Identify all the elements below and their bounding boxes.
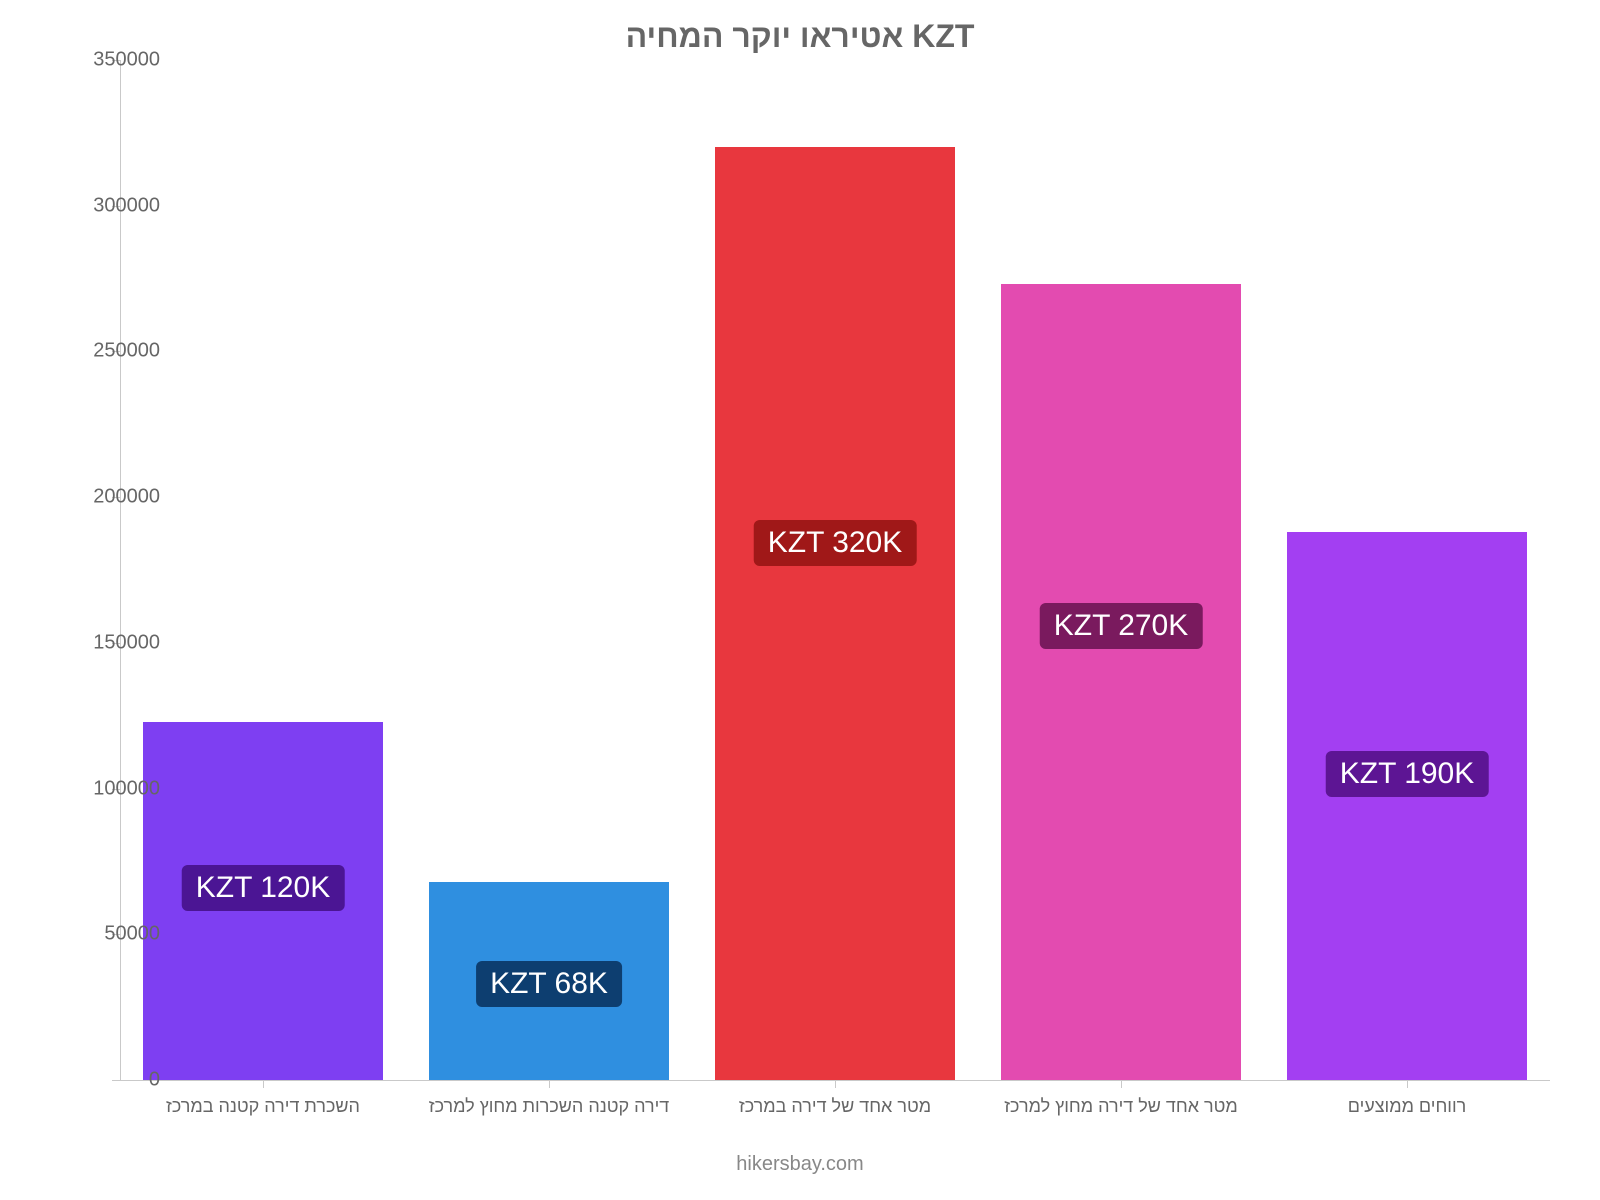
value-badge: KZT 68K: [476, 961, 622, 1007]
x-tick-label: מטר אחד של דירה מחוץ למרכז: [985, 1096, 1257, 1117]
y-tick-label: 200000: [60, 486, 160, 509]
y-tick-label: 300000: [60, 194, 160, 217]
y-tick-label: 50000: [60, 923, 160, 946]
y-tick-label: 0: [60, 1069, 160, 1092]
x-tick-label: רווחים ממוצעים: [1271, 1096, 1543, 1117]
x-tick: [835, 1080, 836, 1088]
value-badge: KZT 270K: [1040, 603, 1203, 649]
cost-of-living-bar-chart: אטיראו יוקר המחיה KZT KZT 120Kהשכרת דירה…: [0, 0, 1600, 1200]
value-badge: KZT 120K: [182, 865, 345, 911]
x-tick-label: השכרת דירה קטנה במרכז: [127, 1096, 399, 1117]
x-tick-label: דירה קטנה השכרות מחוץ למרכז: [413, 1096, 685, 1117]
bar: [1287, 532, 1527, 1080]
y-tick-label: 350000: [60, 49, 160, 72]
chart-footer: hikersbay.com: [0, 1153, 1600, 1176]
x-tick: [1121, 1080, 1122, 1088]
value-badge: KZT 320K: [754, 520, 917, 566]
x-tick: [549, 1080, 550, 1088]
plot-area: KZT 120Kהשכרת דירה קטנה במרכזKZT 68Kדירה…: [120, 60, 1550, 1080]
x-tick: [1407, 1080, 1408, 1088]
y-tick-label: 100000: [60, 777, 160, 800]
x-tick: [263, 1080, 264, 1088]
y-tick-label: 150000: [60, 631, 160, 654]
value-badge: KZT 190K: [1326, 751, 1489, 797]
y-tick-label: 250000: [60, 340, 160, 363]
chart-title: אטיראו יוקר המחיה KZT: [0, 18, 1600, 55]
bar: [1001, 284, 1241, 1080]
bar: [715, 147, 955, 1080]
x-tick-label: מטר אחד של דירה במרכז: [699, 1096, 971, 1117]
